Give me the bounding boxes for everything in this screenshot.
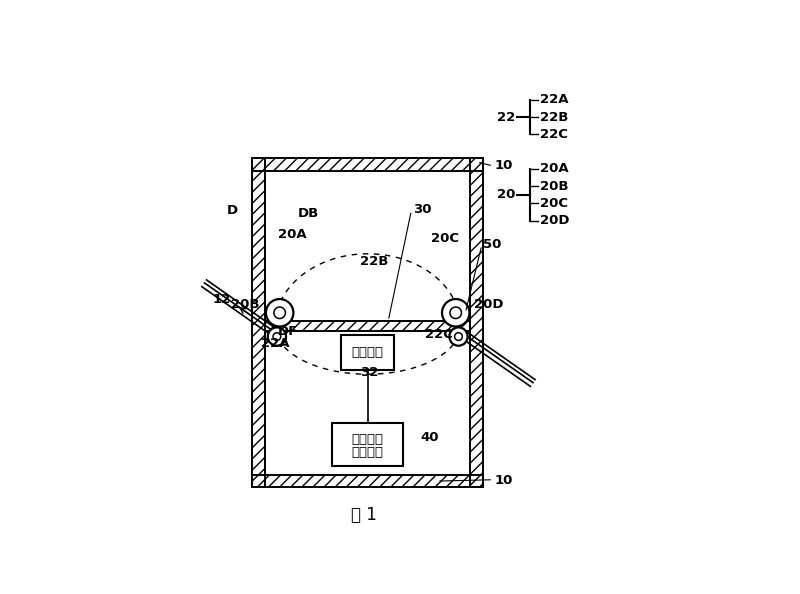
Text: 转动机构: 转动机构 [352, 446, 384, 459]
Circle shape [454, 333, 462, 340]
Bar [252, 475, 483, 488]
Text: 10: 10 [494, 159, 513, 172]
Circle shape [266, 299, 294, 327]
Bar [265, 321, 470, 331]
Bar [470, 158, 483, 488]
Circle shape [450, 327, 468, 346]
Text: 22B: 22B [540, 110, 568, 124]
Bar [252, 158, 483, 171]
Text: 30: 30 [414, 203, 432, 216]
Bar [252, 158, 265, 488]
Text: 光学模块: 光学模块 [352, 346, 384, 359]
Circle shape [273, 333, 281, 340]
Text: 12: 12 [213, 293, 230, 307]
Text: 22C: 22C [540, 128, 568, 141]
Text: 20C: 20C [430, 232, 458, 245]
Text: 22A: 22A [262, 337, 290, 350]
Bar [332, 423, 403, 466]
Bar [470, 158, 483, 488]
Text: 22B: 22B [360, 255, 388, 267]
Text: 40: 40 [420, 431, 438, 444]
Text: 20D: 20D [540, 214, 570, 228]
Text: 22: 22 [497, 110, 515, 124]
Bar [265, 321, 470, 331]
Text: 50: 50 [483, 238, 502, 251]
Circle shape [442, 299, 470, 327]
Text: 20: 20 [497, 188, 515, 201]
Bar [342, 335, 394, 371]
Text: D: D [227, 204, 238, 217]
Text: 32: 32 [360, 366, 378, 379]
Text: DB: DB [298, 207, 319, 220]
Text: 22C: 22C [425, 328, 453, 341]
Circle shape [268, 327, 286, 346]
Bar [265, 171, 470, 475]
Bar [252, 158, 483, 171]
Bar [252, 475, 483, 488]
Text: 20C: 20C [540, 197, 568, 210]
Bar [252, 158, 265, 488]
Circle shape [450, 307, 462, 318]
Text: 20A: 20A [278, 228, 307, 241]
Text: 20B: 20B [230, 298, 259, 311]
Text: 10: 10 [494, 474, 513, 487]
Text: 20A: 20A [540, 162, 569, 175]
Circle shape [274, 307, 286, 318]
Text: 扫描单元: 扫描单元 [352, 433, 384, 446]
Text: 22A: 22A [540, 93, 568, 106]
Text: 图 1: 图 1 [351, 506, 377, 524]
Text: 20B: 20B [540, 179, 568, 192]
Text: 20D: 20D [474, 298, 503, 311]
Text: DF: DF [278, 326, 298, 339]
